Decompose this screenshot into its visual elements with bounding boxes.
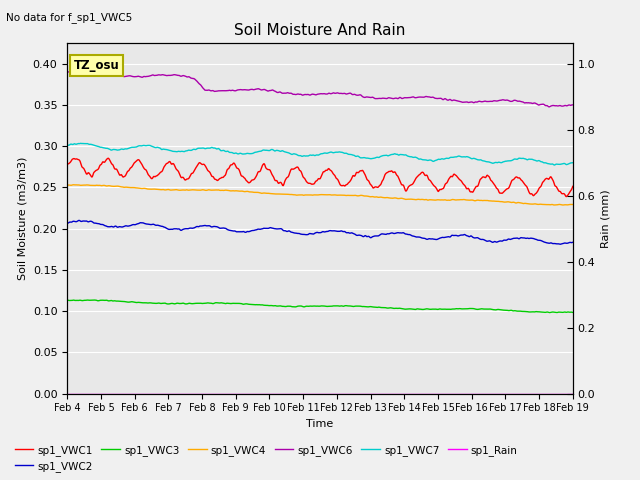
sp1_VWC2 xyxy=(569,240,577,245)
Text: TZ_osu: TZ_osu xyxy=(74,59,120,72)
sp1_VWC4 xyxy=(559,202,567,208)
sp1_VWC7 xyxy=(119,146,127,152)
sp1_VWC1 xyxy=(445,177,452,182)
sp1_VWC3 xyxy=(90,297,98,303)
sp1_VWC4 xyxy=(70,182,77,188)
sp1_VWC3 xyxy=(445,306,452,312)
sp1_VWC3 xyxy=(500,307,508,313)
sp1_VWC7 xyxy=(550,162,558,168)
sp1_VWC6 xyxy=(445,97,452,103)
sp1_VWC3 xyxy=(119,299,127,304)
sp1_Rain xyxy=(195,391,203,396)
sp1_VWC7 xyxy=(196,145,204,151)
sp1_VWC2 xyxy=(556,241,564,247)
sp1_VWC2 xyxy=(63,220,71,226)
sp1_VWC4 xyxy=(119,184,127,190)
Y-axis label: Soil Moisture (m3/m3): Soil Moisture (m3/m3) xyxy=(17,156,27,280)
sp1_Rain xyxy=(444,391,452,396)
Line: sp1_VWC3: sp1_VWC3 xyxy=(67,300,573,312)
Title: Soil Moisture And Rain: Soil Moisture And Rain xyxy=(234,23,406,38)
sp1_VWC1 xyxy=(196,160,204,166)
sp1_Rain xyxy=(63,391,71,396)
sp1_VWC3 xyxy=(546,310,554,315)
Text: No data for f_sp1_VWC5: No data for f_sp1_VWC5 xyxy=(6,12,132,23)
sp1_VWC4 xyxy=(500,199,508,205)
sp1_VWC7 xyxy=(424,157,431,163)
sp1_VWC4 xyxy=(280,191,287,197)
sp1_VWC4 xyxy=(445,197,452,203)
sp1_VWC1 xyxy=(280,182,287,188)
sp1_Rain xyxy=(569,391,577,396)
sp1_VWC4 xyxy=(569,202,577,207)
X-axis label: Time: Time xyxy=(307,419,333,429)
sp1_VWC3 xyxy=(569,310,577,315)
sp1_VWC2 xyxy=(500,237,508,243)
sp1_VWC4 xyxy=(63,182,71,188)
sp1_VWC6 xyxy=(63,69,71,74)
sp1_VWC6 xyxy=(545,104,553,110)
sp1_VWC1 xyxy=(63,161,71,167)
sp1_Rain xyxy=(423,391,431,396)
sp1_VWC1 xyxy=(562,194,570,200)
sp1_VWC6 xyxy=(119,73,127,79)
sp1_VWC1 xyxy=(119,174,127,180)
sp1_VWC7 xyxy=(500,159,508,165)
sp1_VWC4 xyxy=(196,187,204,193)
sp1_VWC6 xyxy=(424,94,431,100)
sp1_VWC3 xyxy=(280,303,287,309)
sp1_VWC7 xyxy=(445,156,452,161)
Line: sp1_VWC2: sp1_VWC2 xyxy=(67,220,573,244)
sp1_VWC2 xyxy=(424,236,431,242)
sp1_VWC1 xyxy=(569,183,577,189)
Legend: sp1_VWC1, sp1_VWC2, sp1_VWC3, sp1_VWC4, sp1_VWC6, sp1_VWC7, sp1_Rain: sp1_VWC1, sp1_VWC2, sp1_VWC3, sp1_VWC4, … xyxy=(12,442,521,475)
sp1_VWC6 xyxy=(76,68,83,74)
sp1_VWC4 xyxy=(424,197,431,203)
sp1_VWC7 xyxy=(280,149,287,155)
sp1_VWC6 xyxy=(500,97,508,103)
sp1_VWC2 xyxy=(75,217,83,223)
sp1_Rain xyxy=(500,391,508,396)
Line: sp1_VWC4: sp1_VWC4 xyxy=(67,185,573,205)
sp1_VWC7 xyxy=(77,141,84,146)
sp1_VWC3 xyxy=(424,306,431,312)
sp1_VWC3 xyxy=(196,300,204,306)
sp1_VWC1 xyxy=(500,188,508,194)
sp1_VWC2 xyxy=(196,224,204,229)
sp1_VWC6 xyxy=(569,102,577,108)
sp1_Rain xyxy=(279,391,287,396)
sp1_Rain xyxy=(118,391,126,396)
sp1_VWC7 xyxy=(63,142,71,148)
Line: sp1_VWC7: sp1_VWC7 xyxy=(67,144,573,165)
Line: sp1_VWC6: sp1_VWC6 xyxy=(67,71,573,107)
sp1_VWC1 xyxy=(104,156,112,161)
sp1_VWC2 xyxy=(280,228,287,234)
sp1_VWC3 xyxy=(63,297,71,303)
sp1_VWC6 xyxy=(280,90,287,96)
sp1_VWC1 xyxy=(424,174,431,180)
sp1_VWC2 xyxy=(119,224,127,230)
sp1_VWC6 xyxy=(196,81,204,87)
Y-axis label: Rain (mm): Rain (mm) xyxy=(601,189,611,248)
Line: sp1_VWC1: sp1_VWC1 xyxy=(67,158,573,197)
sp1_VWC7 xyxy=(569,160,577,166)
sp1_VWC2 xyxy=(445,234,452,240)
